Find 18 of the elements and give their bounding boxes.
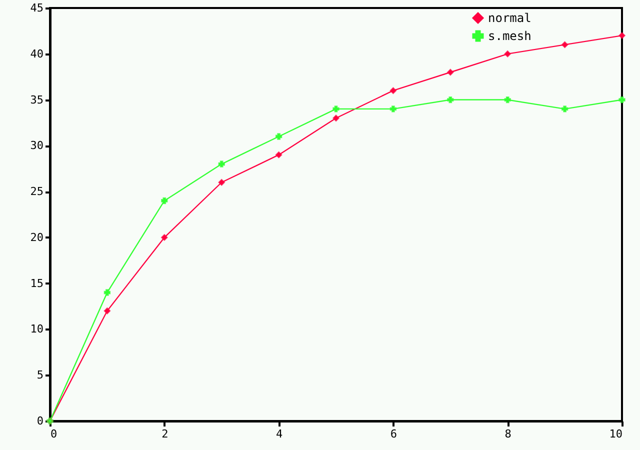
y-tick-label: 0 <box>36 414 44 428</box>
x-tick-label: 6 <box>390 428 398 440</box>
y-tick-label: 10 <box>30 322 44 336</box>
x-tick-label: 0 <box>50 428 58 440</box>
y-tick-label: 5 <box>36 368 44 382</box>
x-tick-label: 10 <box>609 428 622 440</box>
legend-label: normal <box>488 11 532 25</box>
y-tick-label: 25 <box>30 185 44 198</box>
legend-label: s.mesh <box>488 29 532 43</box>
x-tick-label: 2 <box>162 428 168 440</box>
x-tick-label: 4 <box>276 428 283 440</box>
y-tick-label: 45 <box>30 2 44 14</box>
x-tick-label: 8 <box>504 428 512 440</box>
y-tick-label: 35 <box>30 93 44 106</box>
y-tick-label: 40 <box>30 47 44 60</box>
y-tick-label: 15 <box>30 276 44 290</box>
y-tick-label: 20 <box>30 230 44 244</box>
y-tick-label: 30 <box>30 139 44 152</box>
